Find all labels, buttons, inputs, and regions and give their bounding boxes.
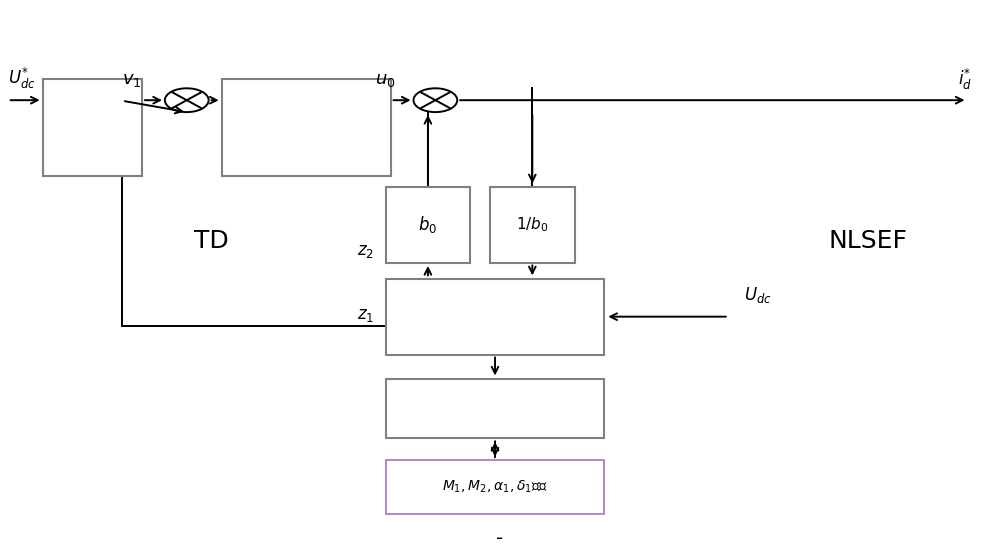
Bar: [386, 187, 470, 263]
Bar: [386, 460, 604, 514]
Text: $U_{dc}$: $U_{dc}$: [744, 285, 771, 305]
Bar: [386, 379, 604, 438]
Bar: [490, 187, 575, 263]
Text: $1/b_0$: $1/b_0$: [516, 215, 549, 234]
Text: $z_1$: $z_1$: [357, 306, 374, 324]
Bar: [386, 279, 604, 354]
Text: -: -: [496, 529, 504, 548]
Text: TD: TD: [194, 229, 229, 253]
Text: $z_2$: $z_2$: [357, 242, 374, 260]
Text: $v_1$: $v_1$: [122, 71, 142, 89]
Bar: [222, 78, 391, 176]
Text: NLSEF: NLSEF: [828, 229, 907, 253]
Text: $M_1,M_2,\alpha_1,\delta_1$初值: $M_1,M_2,\alpha_1,\delta_1$初值: [442, 479, 548, 495]
Bar: [43, 78, 142, 176]
Text: $U_{dc}^{*}$: $U_{dc}^{*}$: [8, 66, 36, 91]
Text: $i_d^{*}$: $i_d^{*}$: [958, 67, 972, 92]
Text: $u_0$: $u_0$: [375, 71, 396, 89]
Text: $b_0$: $b_0$: [418, 214, 437, 235]
